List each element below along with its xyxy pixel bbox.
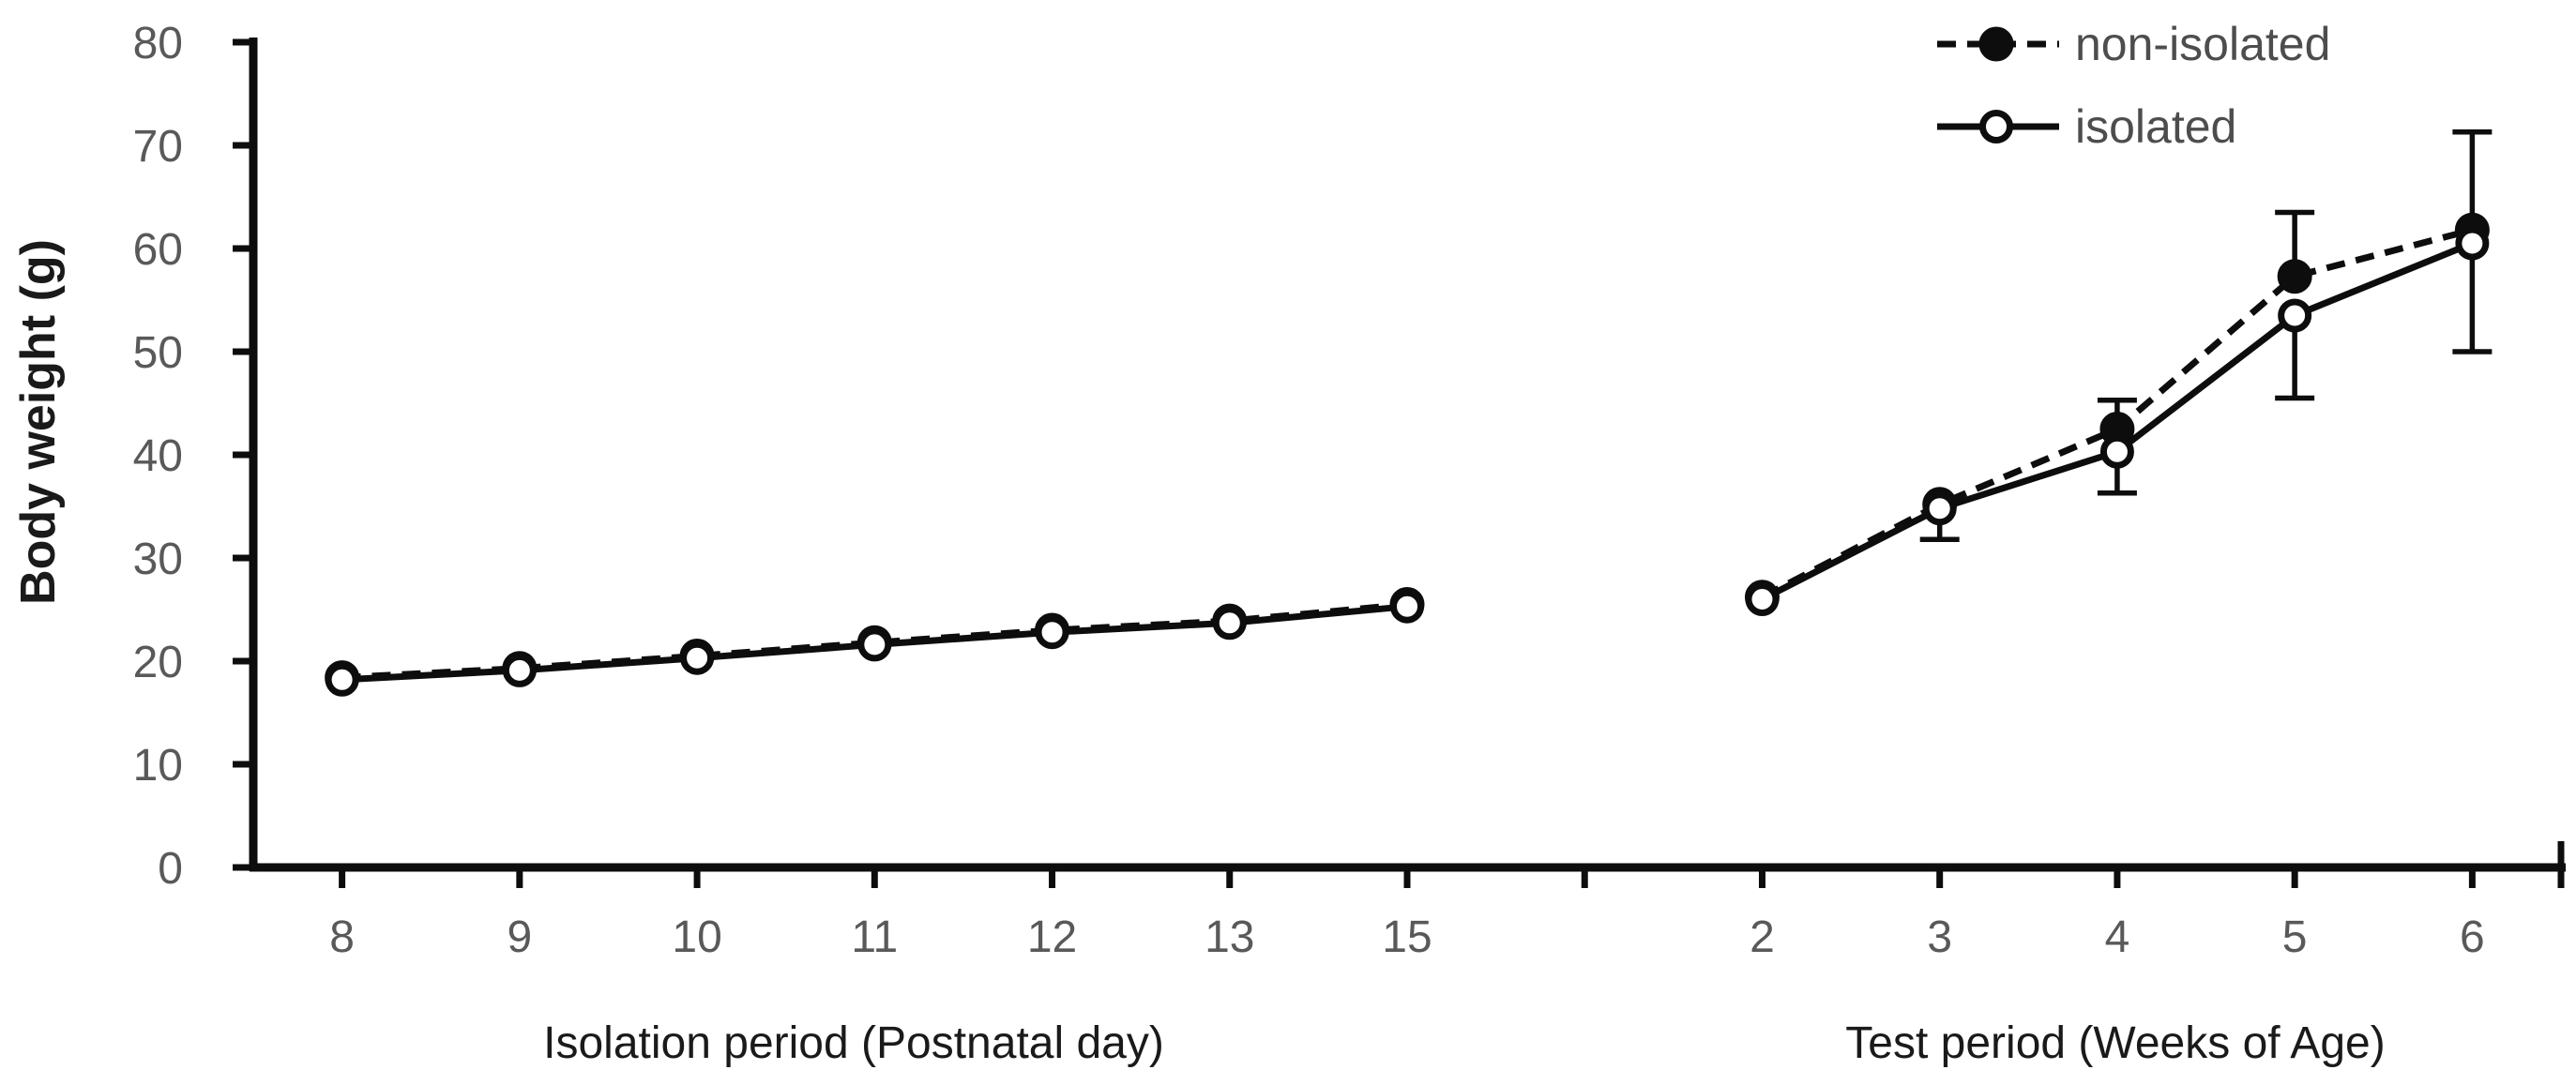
legend-item-non-isolated: non-isolated	[1937, 18, 2330, 70]
y-tick-label: 40	[133, 431, 183, 481]
x-axis-title-isolation-period: Isolation period (Postnatal day)	[543, 1018, 1164, 1068]
data-point-isolated	[502, 653, 537, 687]
y-tick-label: 20	[133, 638, 183, 687]
legend-open-circle-icon	[1979, 110, 2013, 143]
legend-item-isolated: isolated	[1937, 100, 2236, 153]
y-tick-label: 30	[133, 535, 183, 584]
x-tick-label: 2	[1750, 912, 1775, 962]
data-point-non-isolated	[2277, 259, 2312, 294]
x-tick-label: 15	[1382, 912, 1432, 962]
y-tick-label: 50	[133, 328, 183, 378]
x-tick-label: 4	[2105, 912, 2130, 962]
data-point-isolated	[857, 627, 892, 662]
x-tick-label: 6	[2460, 912, 2485, 962]
x-tick-label: 9	[507, 912, 532, 962]
y-tick-label: 0	[158, 844, 183, 894]
tick-label-layer: 0 10 20 30 40 50 60 70 80 8 9 10 11 12 13 15 2 3 4 5 6	[133, 19, 2485, 962]
y-tick-label: 80	[133, 19, 183, 68]
legend-label-non-isolated: non-isolated	[2075, 18, 2330, 70]
x-tick-label: 11	[851, 912, 898, 962]
data-point-isolated	[680, 640, 715, 675]
data-point-isolated	[1390, 589, 1424, 624]
series-layer	[325, 128, 2493, 697]
y-tick-label: 60	[133, 225, 183, 275]
x-tick-label: 12	[1027, 912, 1077, 962]
legend-filled-circle-icon	[1978, 26, 2014, 62]
x-tick-label: 5	[2282, 912, 2308, 962]
y-axis-title: Body weight (g)	[11, 239, 66, 605]
data-point-isolated	[2455, 226, 2490, 261]
x-tick-label: 13	[1205, 912, 1254, 962]
x-tick-label: 3	[1927, 912, 1952, 962]
y-tick-label: 10	[133, 741, 183, 791]
data-point-isolated	[325, 662, 359, 697]
data-point-isolated	[2099, 434, 2134, 469]
data-point-isolated	[2278, 298, 2312, 333]
data-point-isolated	[1212, 606, 1247, 640]
y-tick-label: 70	[133, 122, 183, 172]
data-point-isolated	[1035, 615, 1069, 650]
data-point-isolated	[1922, 491, 1957, 526]
legend-label-isolated: isolated	[2075, 100, 2236, 153]
x-tick-label: 8	[329, 912, 355, 962]
axes-layer	[233, 38, 2566, 888]
data-point-isolated	[1745, 582, 1780, 616]
x-axis-title-test-period: Test period (Weeks of Age)	[1845, 1018, 2385, 1068]
series-isolated	[325, 226, 2493, 697]
legend: non-isolated isolated	[1937, 18, 2330, 153]
x-tick-label: 10	[672, 912, 721, 962]
